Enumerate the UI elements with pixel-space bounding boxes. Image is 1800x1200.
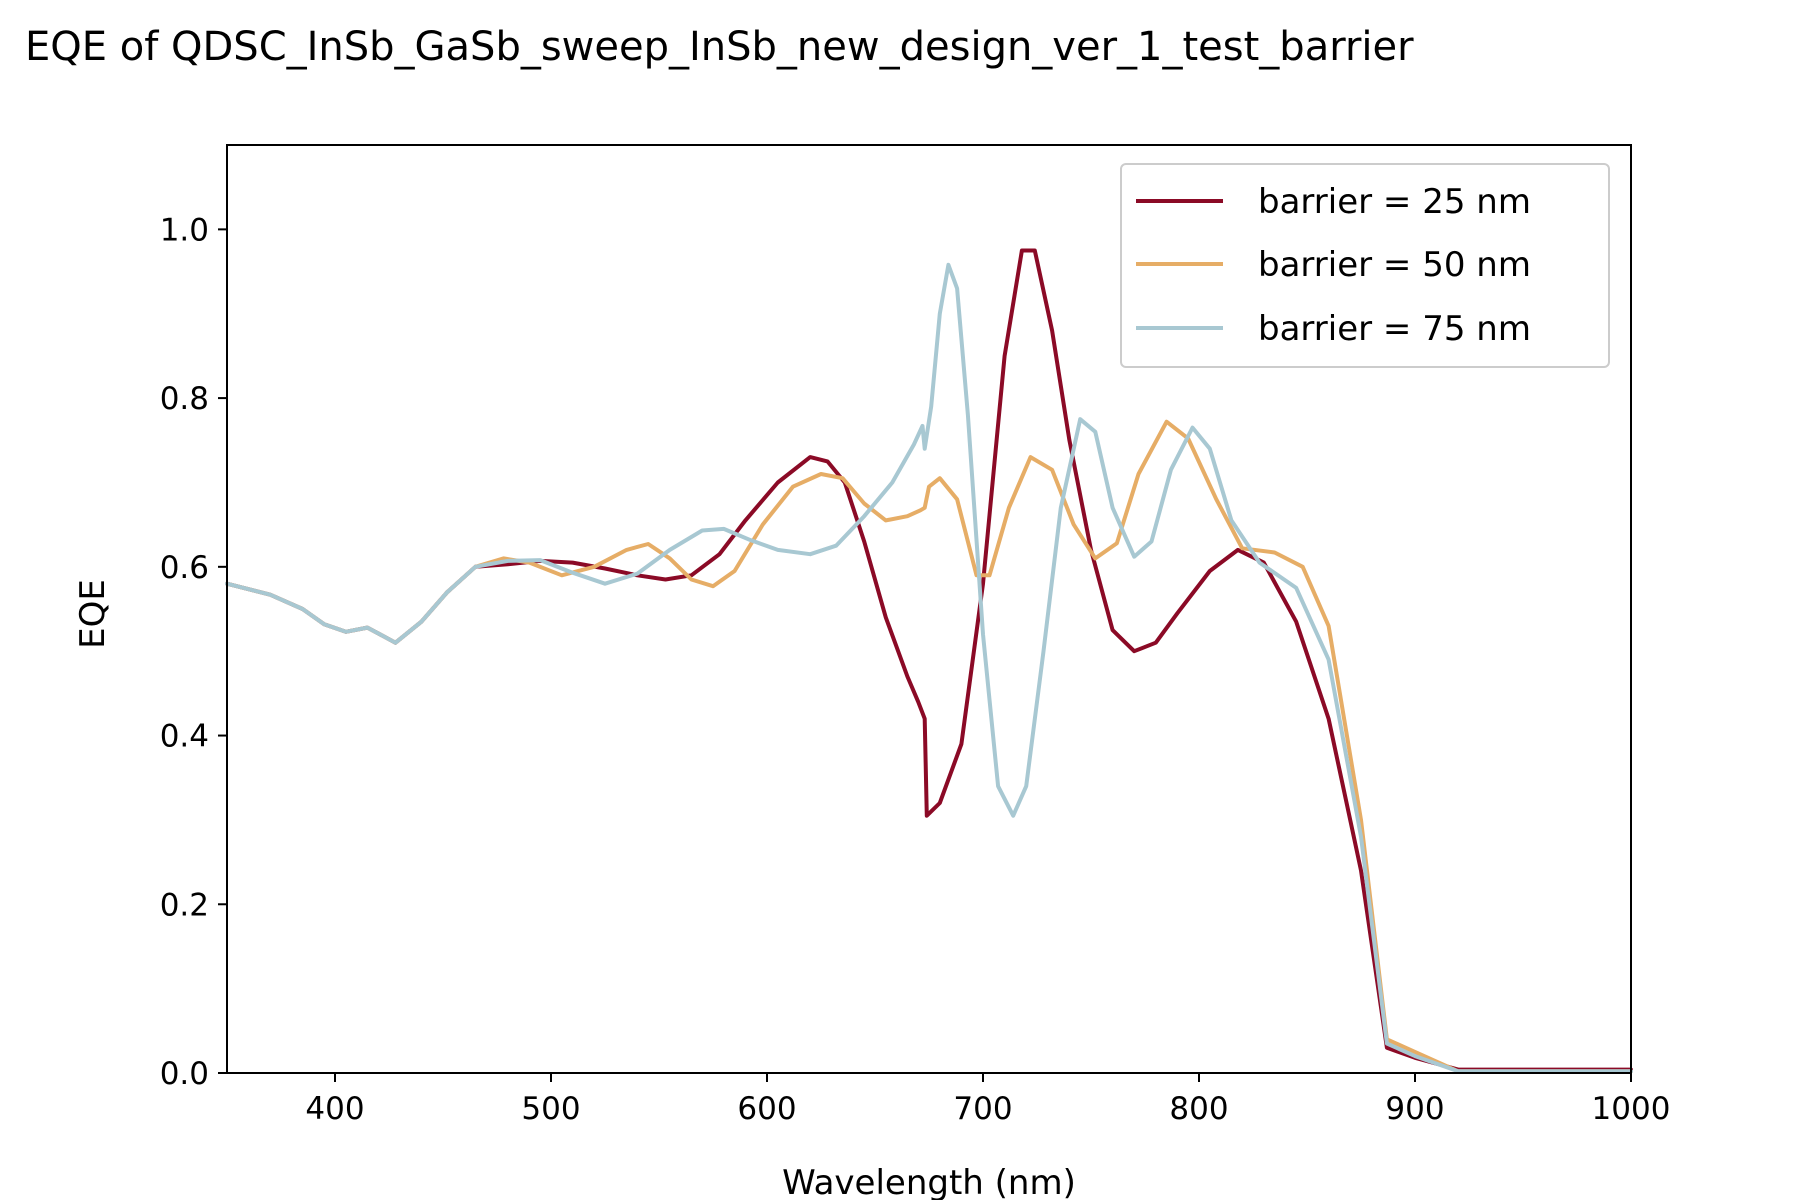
legend-label-2: barrier = 75 nm bbox=[1258, 309, 1531, 349]
series-layer bbox=[225, 248, 1633, 1074]
x-tick-label: 1000 bbox=[1592, 1091, 1671, 1127]
legend-label-1: barrier = 50 nm bbox=[1258, 245, 1531, 285]
x-tick-label: 500 bbox=[521, 1091, 580, 1127]
x-tick-label: 900 bbox=[1385, 1091, 1444, 1127]
x-tick-label: 800 bbox=[1169, 1091, 1228, 1127]
y-tick-label: 0.2 bbox=[160, 887, 209, 923]
legend: barrier = 25 nm barrier = 50 nm barrier … bbox=[1120, 163, 1610, 368]
legend-label-0: barrier = 25 nm bbox=[1258, 182, 1531, 222]
x-tick-label: 700 bbox=[953, 1091, 1012, 1127]
y-tick-label: 0.6 bbox=[160, 550, 209, 586]
x-axis-label: Wavelength (nm) bbox=[782, 1163, 1076, 1200]
series-line-0 bbox=[225, 248, 1633, 1072]
axes-frame bbox=[226, 144, 1632, 1074]
y-axis-ticks: 0.0 0.2 0.4 0.6 0.8 1.0 bbox=[160, 212, 227, 1092]
plot-area: 400 500 600 700 800 900 1000 0.0 0.2 0.4 0.6 0.8 1.… bbox=[160, 144, 1670, 1127]
y-tick-label: 0.8 bbox=[160, 381, 209, 417]
chart-title: EQE of QDSC_InSb_GaSb_sweep_InSb_new_des… bbox=[25, 24, 1414, 70]
legend-frame bbox=[1120, 163, 1610, 368]
y-axis-label: EQE bbox=[73, 579, 113, 649]
series-line-1 bbox=[225, 419, 1633, 1074]
y-tick-label: 0.0 bbox=[160, 1056, 209, 1092]
series-line-2 bbox=[225, 262, 1633, 1074]
x-tick-label: 600 bbox=[737, 1091, 796, 1127]
x-axis-ticks: 400 500 600 700 800 900 1000 bbox=[305, 1073, 1670, 1127]
x-tick-label: 400 bbox=[305, 1091, 364, 1127]
y-tick-label: 1.0 bbox=[160, 212, 209, 248]
y-tick-label: 0.4 bbox=[160, 719, 209, 755]
